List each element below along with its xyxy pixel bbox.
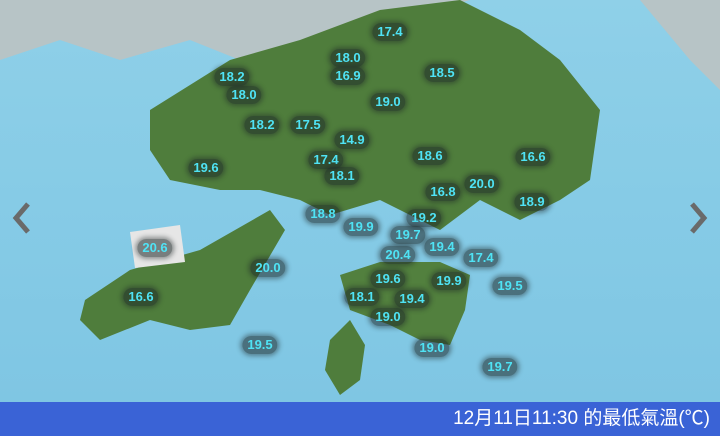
- station-temperature-label: 17.4: [463, 249, 499, 267]
- station-temperature-label: 19.9: [431, 272, 467, 290]
- station-temperature-label: 17.4: [372, 23, 408, 41]
- station-temperature-label: 17.4: [308, 151, 344, 169]
- station-temperature-label: 18.0: [330, 49, 366, 67]
- station-temperature-label: 19.0: [370, 308, 406, 326]
- station-temperature-label: 18.0: [226, 86, 262, 104]
- land-lamma: [325, 320, 365, 395]
- station-temperature-label: 18.5: [424, 64, 460, 82]
- station-temperature-label: 16.6: [123, 288, 159, 306]
- prev-button[interactable]: [10, 200, 34, 236]
- station-temperature-label: 18.8: [305, 205, 341, 223]
- station-temperature-label: 19.0: [414, 339, 450, 357]
- land-new-territories: [150, 0, 600, 230]
- station-temperature-label: 19.6: [188, 159, 224, 177]
- station-temperature-label: 20.0: [250, 259, 286, 277]
- station-temperature-label: 19.7: [390, 226, 426, 244]
- station-temperature-label: 20.0: [464, 175, 500, 193]
- station-temperature-label: 18.9: [514, 193, 550, 211]
- land-east: [640, 0, 720, 90]
- station-temperature-label: 16.9: [330, 67, 366, 85]
- station-temperature-label: 16.6: [515, 148, 551, 166]
- station-temperature-label: 17.5: [290, 116, 326, 134]
- station-temperature-label: 19.7: [482, 358, 518, 376]
- temperature-map[interactable]: 17.4 18.0 18.2 16.9 18.0 18.5 19.0 18.2 17.5 14.9…: [0, 0, 720, 402]
- chevron-left-icon: [12, 202, 30, 234]
- next-button[interactable]: [686, 200, 710, 236]
- station-temperature-label: 19.9: [343, 218, 379, 236]
- station-temperature-label: 18.6: [412, 147, 448, 165]
- caption-text: 12月11日11:30 的最低氣溫(℃): [453, 408, 710, 429]
- station-temperature-label: 19.2: [406, 209, 442, 227]
- station-temperature-label: 19.0: [370, 93, 406, 111]
- station-temperature-label: 20.4: [380, 246, 416, 264]
- station-temperature-label: 19.4: [424, 238, 460, 256]
- urban-area: [0, 0, 470, 60]
- station-temperature-label: 19.4: [394, 290, 430, 308]
- caption-bar: 12月11日11:30 的最低氣溫(℃): [0, 402, 720, 436]
- map-background: [0, 0, 720, 395]
- land-lantau: [80, 210, 285, 340]
- station-temperature-label: 20.6: [137, 239, 173, 257]
- station-temperature-label: 19.6: [370, 270, 406, 288]
- station-temperature-label: 18.1: [344, 288, 380, 306]
- station-temperature-label: 19.5: [492, 277, 528, 295]
- station-temperature-label: 18.2: [244, 116, 280, 134]
- station-temperature-label: 14.9: [334, 131, 370, 149]
- station-temperature-label: 16.8: [425, 183, 461, 201]
- station-temperature-label: 18.1: [324, 167, 360, 185]
- station-temperature-label: 18.2: [214, 68, 250, 86]
- station-temperature-label: 19.5: [242, 336, 278, 354]
- chevron-right-icon: [690, 202, 708, 234]
